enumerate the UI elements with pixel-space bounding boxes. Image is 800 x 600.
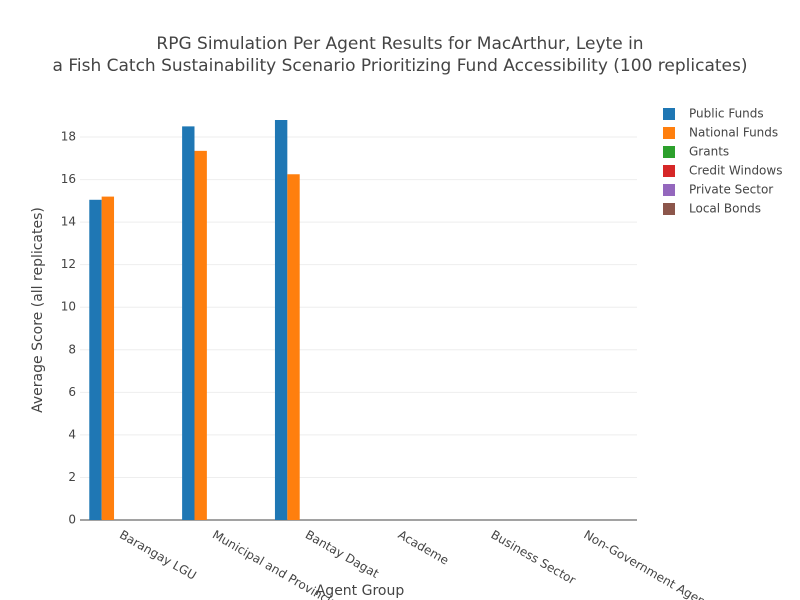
y-tick-label: 10 <box>61 300 76 314</box>
y-tick-label: 6 <box>68 385 76 399</box>
x-axis-title: Agent Group <box>316 583 405 599</box>
bar <box>101 196 115 520</box>
x-tick-label: Bantay Dagat <box>303 528 382 581</box>
legend-swatch <box>663 184 675 196</box>
chart-title: a Fish Catch Sustainability Scenario Pri… <box>53 56 748 76</box>
bar <box>182 126 195 520</box>
y-tick-label: 0 <box>68 513 76 527</box>
bar <box>89 199 102 520</box>
legend-swatch <box>663 146 675 158</box>
legend-label: Grants <box>689 145 729 159</box>
x-tick-label: Academe <box>396 528 452 568</box>
legend-swatch <box>663 203 675 215</box>
chart-title: RPG Simulation Per Agent Results for Mac… <box>156 34 643 54</box>
legend-label: National Funds <box>689 126 778 140</box>
y-axis-title: Average Score (all replicates) <box>30 207 46 413</box>
x-tick-label: Non-Government Agencies <box>581 528 728 600</box>
y-tick-label: 2 <box>68 470 76 484</box>
y-tick-label: 14 <box>61 215 76 229</box>
legend-swatch <box>663 165 675 177</box>
legend-label: Public Funds <box>689 107 764 121</box>
bar <box>194 150 207 520</box>
legend-label: Local Bonds <box>689 202 761 216</box>
bar <box>274 120 288 520</box>
y-tick-label: 4 <box>68 427 76 441</box>
x-tick-label: Barangay LGU <box>117 528 199 583</box>
y-tick-label: 18 <box>61 130 76 144</box>
x-tick-label: Business Sector <box>489 528 579 588</box>
legend-label: Private Sector <box>689 183 773 197</box>
y-tick-label: 16 <box>61 172 76 186</box>
y-tick-label: 8 <box>68 342 76 356</box>
legend-swatch <box>663 108 675 120</box>
y-tick-label: 12 <box>61 257 76 271</box>
legend-label: Credit Windows <box>689 164 782 178</box>
legend-swatch <box>663 127 675 139</box>
bar <box>287 174 300 521</box>
